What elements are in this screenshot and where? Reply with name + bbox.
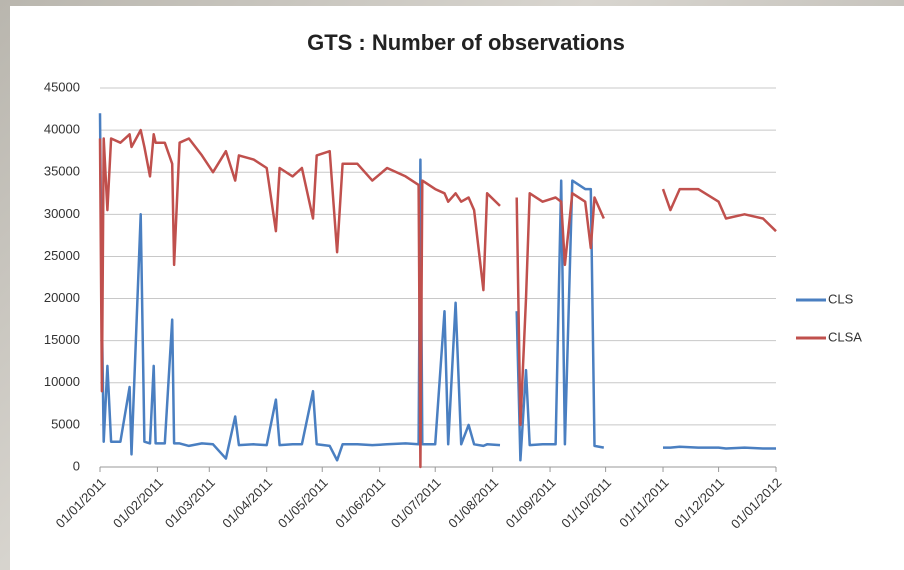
y-tick-label: 20000 — [44, 290, 80, 305]
chart-title: GTS : Number of observations — [307, 30, 625, 55]
y-tick-label: 30000 — [44, 206, 80, 221]
y-tick-label: 0 — [73, 458, 80, 473]
y-tick-label: 5000 — [51, 416, 80, 431]
y-tick-label: 35000 — [44, 164, 80, 179]
y-tick-label: 15000 — [44, 332, 80, 347]
legend-label: CLSA — [828, 329, 862, 344]
series-line — [98, 128, 777, 469]
y-tick-label: 45000 — [44, 79, 80, 94]
y-tick-label: 25000 — [44, 248, 80, 263]
legend-label: CLS — [828, 291, 854, 306]
y-tick-label: 10000 — [44, 374, 80, 389]
series-line — [98, 113, 776, 462]
y-tick-label: 40000 — [44, 122, 80, 137]
chart-panel — [10, 6, 904, 570]
